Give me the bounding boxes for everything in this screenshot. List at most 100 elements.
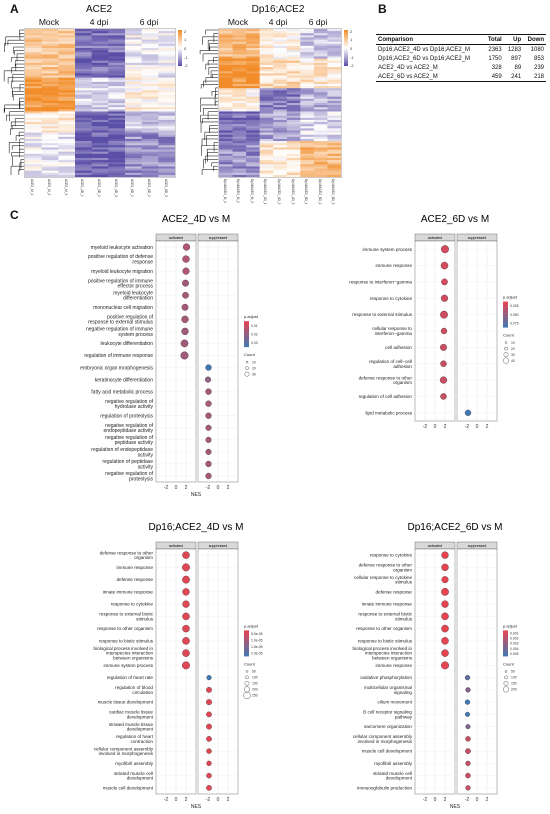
color-legend-bar — [244, 630, 249, 657]
legend-tick: 10 — [252, 360, 256, 364]
size-legend-dot — [502, 686, 509, 693]
gsea-dot — [441, 245, 449, 254]
term-label: defense response to other organism — [100, 550, 154, 560]
x-tick-label: 0 — [434, 424, 437, 430]
table-cell: ACE2_4D vs ACE2_M — [378, 64, 438, 71]
facet-label: suppressed — [209, 544, 228, 548]
term-label: mononuclear cell migration — [93, 305, 153, 311]
term-label: cell adhesion — [385, 345, 412, 350]
column-label: Dp16ACE2_6D_1 — [304, 179, 309, 205]
legend-tick: 50 — [252, 670, 256, 674]
table-cell: Dp16;ACE2_4D vs Dp16;ACE2_M — [378, 46, 471, 53]
term-label: regulation of heart rate — [107, 675, 154, 680]
gsea-dot — [205, 460, 212, 468]
group-label-4dpi: 4 dpi — [89, 17, 109, 27]
gsea-dot — [182, 551, 190, 559]
term-label: striated muscle tissue development — [109, 722, 154, 732]
x-tick-label: 2 — [227, 485, 230, 491]
term-label: defense response — [116, 577, 153, 582]
size-legend-dot — [504, 346, 508, 351]
gsea-dot — [182, 291, 189, 299]
facet-label: suppressed — [468, 236, 487, 240]
heatmap-grid — [218, 28, 342, 178]
gsea-dot — [205, 400, 212, 407]
x-tick-label: 0 — [217, 797, 220, 803]
term-label: biological process involved in interspeci… — [94, 646, 154, 661]
size-legend-dot — [245, 675, 249, 680]
gsea-dot — [441, 649, 449, 657]
term-label: striated muscle cell development — [114, 771, 154, 781]
term-label: leukocyte differentiation — [101, 341, 154, 347]
gsea-dot — [206, 723, 212, 730]
gsea-dot — [205, 472, 212, 480]
gsea-dot — [441, 661, 449, 670]
table-cell: 1750 — [488, 55, 502, 62]
color-scale-bar — [344, 30, 348, 66]
gsea-dot — [182, 575, 190, 584]
gsea-dot — [464, 699, 471, 705]
gsea-dot — [440, 327, 448, 335]
term-label: defense response — [375, 589, 412, 594]
gsea-dot — [206, 748, 212, 754]
term-label: positive regulation of response to extern… — [88, 314, 154, 325]
gsea-dot — [441, 588, 449, 596]
facet-label: suppressed — [209, 236, 228, 240]
x-axis-label: NES — [191, 492, 202, 498]
legend-tick: 0.01 — [251, 324, 258, 328]
size-legend-dot — [245, 360, 249, 364]
legend-tick: 40 — [511, 359, 515, 363]
gsea-dot — [182, 563, 190, 572]
term-label: negative regulation of immune system proc… — [86, 327, 153, 338]
gsea-dot — [441, 563, 449, 572]
scale-tick: -2 — [184, 63, 188, 68]
column-label: ACE2_6D_2 — [147, 179, 151, 197]
table-cell: 897 — [511, 55, 522, 62]
term-label: oxidative phosphorylation — [360, 675, 412, 680]
legend-tick: 0.004 — [510, 647, 519, 651]
term-label: sarcomere organization — [364, 724, 412, 729]
x-tick-label: 2 — [444, 797, 447, 803]
x-tick-label: -2 — [423, 797, 428, 803]
term-label: immune response — [375, 263, 412, 268]
scale-tick: -2 — [350, 63, 354, 68]
gsea-dot — [182, 243, 191, 251]
legend-title: p.adjust — [503, 623, 518, 628]
term-label: response to biotic stimulus — [358, 638, 413, 643]
color-legend-bar — [244, 321, 249, 348]
term-label: cellular response to cytokine stimulus — [354, 575, 413, 585]
term-label: positive regulation of immune effector pr… — [88, 278, 154, 289]
legend-title: p.adjust — [244, 314, 259, 319]
legend-tick: 150 — [252, 682, 258, 686]
gsea-dot — [181, 303, 189, 311]
x-tick-label: 0 — [476, 424, 479, 430]
gsea-dot — [206, 736, 212, 742]
plot-title: Dp16;ACE2_6D vs M — [407, 522, 502, 533]
column-label: ACE2_M_3 — [63, 179, 68, 196]
table-row: ACE2_4D vs ACE2_M 328 89 239 — [376, 63, 546, 72]
term-label: immune system process — [362, 247, 412, 252]
facet-label: activated — [428, 236, 442, 240]
term-label: immune response — [116, 565, 153, 570]
gsea-plot-ace2-6d: ACE2_6D vs M activated -2 0 2 suppressed -2 0 2 i… — [349, 214, 519, 430]
gsea-dot — [182, 279, 189, 287]
gsea-dot — [205, 424, 212, 431]
term-label: muscle tissue development — [98, 700, 154, 705]
legend-tick: 1.5e-05 — [251, 645, 263, 649]
legend-tick: 0.005 — [510, 652, 519, 656]
gsea-dot — [441, 624, 449, 633]
legend-tick: 0.001 — [510, 631, 519, 635]
gsea-dot — [182, 600, 190, 608]
x-tick-label: -2 — [164, 485, 169, 491]
legend-tick: 50 — [511, 670, 515, 674]
gsea-dot — [205, 388, 212, 395]
size-legend-dot — [503, 352, 509, 358]
gsea-dot — [182, 267, 190, 275]
column-label: Dp16ACE2_4D_2 — [277, 179, 281, 205]
heatmap-title: ACE2 — [85, 4, 113, 15]
column-header: Down — [523, 34, 546, 45]
term-label: muscle cell development — [103, 785, 154, 790]
scale-tick: 0 — [350, 46, 353, 51]
term-label: response to other organism — [97, 626, 153, 631]
legend-tick: 0.075 — [510, 322, 519, 326]
term-label: fatty acid metabolic process — [91, 389, 153, 395]
